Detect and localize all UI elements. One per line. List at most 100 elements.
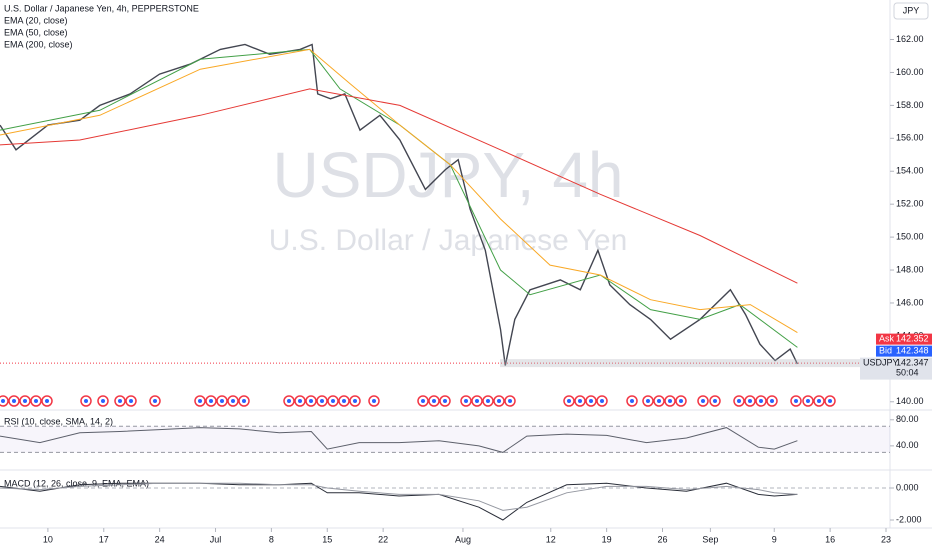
y-tick-label: 80.00 [896, 414, 919, 424]
event-icon-dot[interactable] [432, 399, 436, 403]
event-icon-dot[interactable] [737, 399, 741, 403]
event-icon-dot[interactable] [508, 399, 512, 403]
event-icon-dot[interactable] [118, 399, 122, 403]
x-tick-label: 10 [43, 534, 53, 544]
event-icon-dot[interactable] [1, 399, 5, 403]
y-tick-label: 156.00 [896, 133, 924, 143]
rsi-title: RSI (10, close, SMA, 14, 2) [4, 416, 113, 426]
event-icon-dot[interactable] [242, 399, 246, 403]
currency[interactable]: JPY [903, 5, 920, 15]
event-icon-dot[interactable] [198, 399, 202, 403]
x-tick-label: 15 [322, 534, 332, 544]
event-icon-dot[interactable] [231, 399, 235, 403]
event-icon-dot[interactable] [34, 399, 38, 403]
event-icon-dot[interactable] [342, 399, 346, 403]
event-icon-dot[interactable] [578, 399, 582, 403]
x-tick-label: Aug [455, 534, 471, 544]
event-icon-dot[interactable] [320, 399, 324, 403]
event-icon-dot[interactable] [748, 399, 752, 403]
ask-value: 142.352 [896, 333, 929, 343]
last-label: USDJPY [863, 357, 899, 367]
x-tick-label: 8 [269, 534, 274, 544]
legend-entry: EMA (200, close) [4, 39, 73, 49]
y-tick-label: 0.000 [896, 482, 919, 492]
y-tick-label: 152.00 [896, 199, 924, 209]
event-icon-dot[interactable] [486, 399, 490, 403]
event-icon-dot[interactable] [770, 399, 774, 403]
event-icon-dot[interactable] [45, 399, 49, 403]
event-icon-dot[interactable] [589, 399, 593, 403]
last-price-zone [500, 359, 890, 368]
y-tick-label: 158.00 [896, 100, 924, 110]
y-tick-label: 40.00 [896, 440, 919, 450]
currency-box[interactable] [893, 2, 929, 20]
x-tick-label: 26 [658, 534, 668, 544]
legend-entry: EMA (20, close) [4, 15, 68, 25]
event-icon-dot[interactable] [630, 399, 634, 403]
series-line [0, 482, 798, 511]
event-icon-dot[interactable] [657, 399, 661, 403]
x-tick-label: 9 [772, 534, 777, 544]
chart-title: U.S. Dollar / Japanese Yen, 4h, PEPPERST… [4, 3, 199, 13]
event-icon-dot[interactable] [23, 399, 27, 403]
event-icon-dot[interactable] [646, 399, 650, 403]
ask-label: Ask [879, 333, 895, 343]
event-icon-dot[interactable] [220, 399, 224, 403]
x-tick-label: 19 [602, 534, 612, 544]
series-line [0, 43, 799, 366]
x-tick-label: 16 [825, 534, 835, 544]
y-tick-label: 154.00 [896, 166, 924, 176]
event-icon-dot[interactable] [287, 399, 291, 403]
legend-entry: EMA (50, close) [4, 27, 68, 37]
event-icon-dot[interactable] [153, 399, 157, 403]
series-line [0, 48, 798, 334]
series-line [0, 48, 798, 348]
x-tick-label: 24 [155, 534, 165, 544]
y-tick-label: -2.000 [896, 514, 922, 524]
bid-tag [876, 345, 932, 357]
event-icon-dot[interactable] [331, 399, 335, 403]
last-value: 142.347 [896, 357, 929, 367]
event-icon-dot[interactable] [372, 399, 376, 403]
y-tick-label: 146.00 [896, 297, 924, 307]
event-icon-dot[interactable] [475, 399, 479, 403]
event-icon-dot[interactable] [309, 399, 313, 403]
event-icon-dot[interactable] [794, 399, 798, 403]
event-icon-dot[interactable] [443, 399, 447, 403]
event-icon-dot[interactable] [101, 399, 105, 403]
watermark: USDJPY, 4h [273, 139, 624, 211]
x-tick-label: 17 [99, 534, 109, 544]
macd-title: MACD (12, 26, close, 9, EMA, EMA) [4, 478, 149, 488]
event-icon-dot[interactable] [421, 399, 425, 403]
event-icon-dot[interactable] [12, 399, 16, 403]
event-icon-dot[interactable] [600, 399, 604, 403]
event-icon-dot[interactable] [713, 399, 717, 403]
countdown: 50:04 [896, 367, 919, 377]
bid-label: Bid [879, 345, 892, 355]
x-tick-label: 22 [378, 534, 388, 544]
event-icon-dot[interactable] [464, 399, 468, 403]
event-icon-dot[interactable] [298, 399, 302, 403]
event-icon-dot[interactable] [353, 399, 357, 403]
y-tick-label: 160.00 [896, 67, 924, 77]
event-icon-dot[interactable] [84, 399, 88, 403]
event-icon-dot[interactable] [209, 399, 213, 403]
event-icon-dot[interactable] [759, 399, 763, 403]
event-icon-dot[interactable] [817, 399, 821, 403]
event-icon-dot[interactable] [497, 399, 501, 403]
event-icon-dot[interactable] [828, 399, 832, 403]
event-icon-dot[interactable] [679, 399, 683, 403]
event-icon-dot[interactable] [806, 399, 810, 403]
y-tick-label: 162.00 [896, 34, 924, 44]
event-icon-dot[interactable] [567, 399, 571, 403]
x-tick-label: Sep [702, 534, 718, 544]
event-icon-dot[interactable] [701, 399, 705, 403]
y-tick-label: 148.00 [896, 264, 924, 274]
x-tick-label: 23 [881, 534, 891, 544]
event-icon-dot[interactable] [668, 399, 672, 403]
event-icon-dot[interactable] [129, 399, 133, 403]
last-tag [860, 357, 932, 380]
